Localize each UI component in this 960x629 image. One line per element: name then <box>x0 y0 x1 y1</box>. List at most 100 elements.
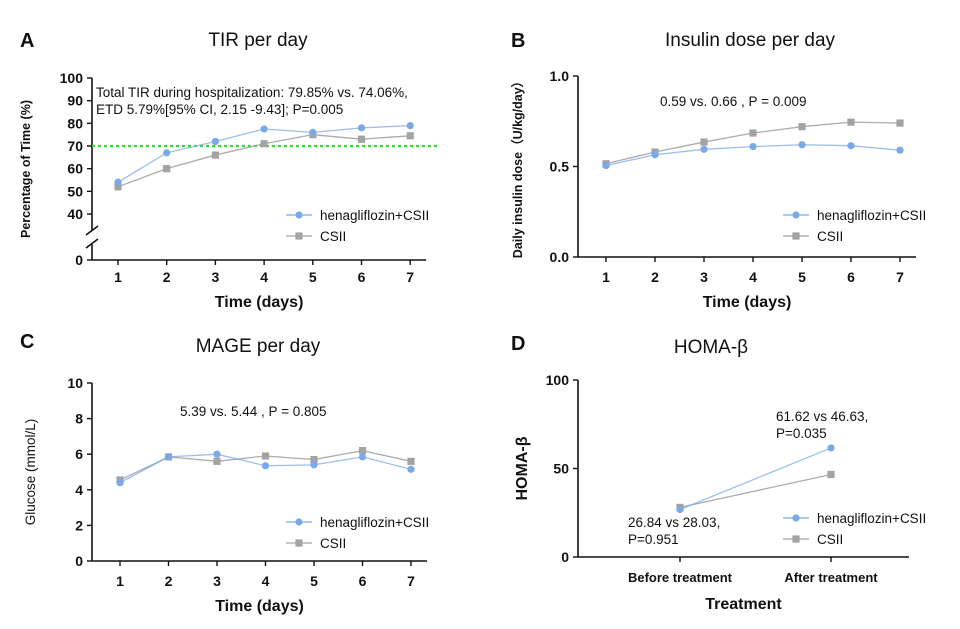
panel-c-data-point <box>310 461 318 469</box>
panel-a-data-point <box>309 128 317 136</box>
panel-c-data-point <box>213 457 221 465</box>
panel-c-x-tick-label: 5 <box>310 573 318 589</box>
panel-a-data-point <box>211 137 219 146</box>
panel-c-letter: C <box>20 331 34 353</box>
panel-a-x-tick-label: 1 <box>114 269 122 285</box>
panel-c-data-point <box>358 453 367 461</box>
panel-a-data-point <box>260 125 268 133</box>
panel-b-y-tick-label: 0.5 <box>550 159 570 175</box>
panel-a-x-tick-label: 6 <box>358 269 366 285</box>
panel-d-x-tick-label: After treatment <box>784 570 878 585</box>
panel-a-x-tick-label: 4 <box>260 269 268 285</box>
panel-d-data-point <box>676 505 684 514</box>
panel-a-series-line <box>117 124 411 183</box>
panel-a-y-tick-label: 100 <box>60 70 84 86</box>
panel-a-title: TIR per day <box>208 30 308 51</box>
panel-b-data-point <box>749 142 757 151</box>
panel-a-y-tick-label: 60 <box>67 161 83 177</box>
panel-b-x-tick-label: 4 <box>749 269 757 285</box>
panel-d-x-axis-label: Treatment <box>705 596 782 613</box>
panel-c-x-tick-label: 2 <box>165 573 173 589</box>
panel-c-x-tick-label: 3 <box>213 573 221 589</box>
panel-b-data-point <box>896 146 904 154</box>
panel-a-letter: A <box>20 30 34 52</box>
panel-c-legend-marker <box>295 518 303 526</box>
panel-b-x-axis-label: Time (days) <box>703 294 792 311</box>
panel-a-axis-break-mark <box>85 225 99 236</box>
panel-d-title: HOMA-β <box>674 337 748 358</box>
panel-a-y-tick-label: 90 <box>67 93 83 109</box>
panel-a-data-point <box>260 140 268 148</box>
panel-b-legend-label: CSII <box>817 229 843 244</box>
panel-d-y-tick-label: 100 <box>546 372 570 388</box>
panel-a-data-point <box>163 149 171 157</box>
panel-c-data-point <box>261 462 270 470</box>
panel-d-legend-label: henagliflozin+CSII <box>817 511 926 526</box>
panel-d-series-line <box>679 473 832 509</box>
panel-b-x-tick-label: 6 <box>847 269 855 285</box>
panel-a-data-point <box>114 178 122 186</box>
panel-b-series-line <box>605 121 901 165</box>
panel-b-x-tick-label: 5 <box>798 269 806 285</box>
panel-c-data-point <box>261 452 270 460</box>
panel-b-x-tick-label: 7 <box>896 269 904 285</box>
panel-d-annotation-after: 61.62 vs 46.63, <box>776 409 868 424</box>
panel-c-data-point <box>407 457 415 465</box>
panel-c-x-tick-label: 6 <box>359 573 367 589</box>
panel-a-data-point <box>357 124 366 132</box>
panel-b-x-tick-label: 1 <box>602 269 610 285</box>
panel-c-x-tick-label: 7 <box>407 573 415 589</box>
panel-b-y-axis-label: Daily insulin dose（U/kg/day） <box>510 75 525 258</box>
panel-a-x-tick-label: 7 <box>406 269 414 285</box>
panel-d-legend-label: CSII <box>817 532 843 547</box>
panel-a-data-point <box>163 165 171 173</box>
panel-a-legend-marker <box>295 211 303 219</box>
panel-d-y-axis-label: HOMA-β <box>514 436 531 500</box>
panel-a-y-tick-label: 50 <box>67 183 83 199</box>
panel-d-x-tick-label: Before treatment <box>628 570 733 585</box>
panel-a-annotation: Total TIR during hospitalization: 79.85%… <box>96 85 408 100</box>
panel-b-data-point <box>700 145 708 153</box>
panel-b-x-tick-label: 3 <box>700 269 708 285</box>
panel-c-y-tick-label: 2 <box>75 517 83 533</box>
panel-d-annotation-before: 26.84 vs 28.03, <box>628 515 720 530</box>
panel-a-x-tick-label: 3 <box>212 269 220 285</box>
panel-a-x-tick-label: 5 <box>309 269 317 285</box>
panel-d-y-tick-label: 0 <box>561 549 569 565</box>
panel-a-axis-break-mark <box>85 238 99 249</box>
panel-c-y-tick-label: 10 <box>67 375 83 391</box>
panel-c-title: MAGE per day <box>196 336 321 357</box>
panel-d-legend-marker <box>792 514 800 522</box>
panel-b-data-point <box>602 161 610 170</box>
panel-a-y-tick-label: 40 <box>67 206 83 222</box>
panel-b-data-point <box>847 118 855 126</box>
panel-a-data-point <box>406 122 414 130</box>
panel-b-x-tick-label: 2 <box>651 269 659 285</box>
panel-c-y-axis-label: Glucose (mmol/L) <box>23 419 38 526</box>
panel-b-legend-marker <box>792 211 800 219</box>
panel-a-data-point <box>211 151 219 159</box>
panel-a-y-axis-label: Percentage of Time (%) <box>19 100 33 238</box>
panel-c-x-tick-label: 1 <box>116 573 124 589</box>
panel-d-letter: D <box>511 333 525 355</box>
panel-a-y-tick-label: 80 <box>67 115 83 131</box>
panel-c-y-tick-label: 4 <box>75 482 83 498</box>
panel-c-data-point <box>213 450 221 458</box>
panel-a-x-tick-label: 2 <box>163 269 171 285</box>
panel-d-series-line <box>679 447 832 511</box>
panel-c-data-point <box>116 479 124 487</box>
panel-c-y-tick-label: 6 <box>75 446 83 462</box>
panel-c-x-tick-label: 4 <box>262 573 270 589</box>
panel-d-annotation-before: P=0.951 <box>628 532 679 547</box>
panel-d-data-point <box>827 470 835 479</box>
panel-a-data-point <box>357 135 366 143</box>
panel-c-x-axis-label: Time (days) <box>215 598 304 615</box>
panel-a-y-tick-label: 70 <box>67 138 83 154</box>
panel-a-y-tick-label: 0 <box>75 252 83 268</box>
panel-c-data-point <box>164 453 173 461</box>
panel-c-y-tick-label: 0 <box>75 553 83 569</box>
panel-c-data-point <box>358 447 367 455</box>
panel-b-data-point <box>896 119 904 127</box>
panel-b-y-tick-label: 0.0 <box>550 249 570 265</box>
